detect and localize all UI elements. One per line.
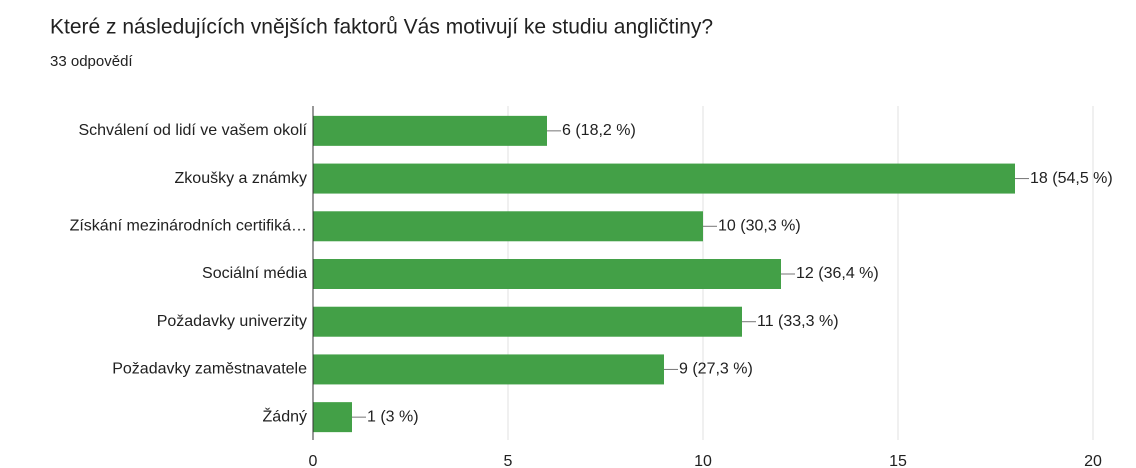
y-tick-label: Sociální média [202,265,307,282]
y-tick-label: Schválení od lidí ve vašem okolí [78,122,307,139]
value-label: 12 (36,4 %) [796,265,879,282]
bar [313,211,703,242]
y-tick-label: Zkoušky a známky [175,170,307,187]
bar [313,115,547,146]
y-tick-label: Požadavky univerzity [157,313,307,330]
chart-subtitle: 33 odpovědí [50,53,133,70]
value-label: 18 (54,5 %) [1030,170,1113,187]
value-label: 1 (3 %) [367,408,419,425]
x-tick-label: 10 [694,453,712,468]
value-label: 11 (33,3 %) [757,313,839,330]
x-tick-label: 15 [889,453,907,468]
y-tick-label: Žádný [263,406,307,425]
chart-title: Které z následujících vnějších faktorů V… [50,16,713,39]
value-label: 10 (30,3 %) [718,218,801,235]
value-label: 9 (27,3 %) [679,361,753,378]
bar [313,259,781,289]
x-tick-label: 20 [1084,453,1102,468]
bar [313,402,352,433]
bar [313,306,742,337]
x-tick-label: 0 [309,453,318,468]
bar [313,163,1015,194]
y-tick-label: Požadavky zaměstnavatele [112,361,307,378]
value-label: 6 (18,2 %) [562,122,636,139]
x-tick-label: 5 [504,453,513,468]
y-tick-label: Získání mezinárodních certifiká… [70,218,307,235]
bar [313,354,664,385]
